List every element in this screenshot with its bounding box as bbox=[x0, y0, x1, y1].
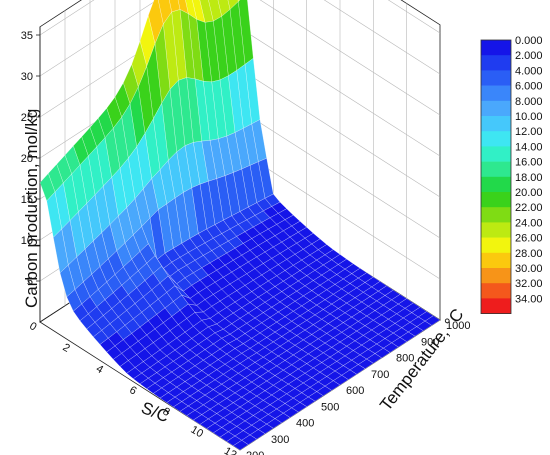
legend-swatch bbox=[481, 192, 511, 208]
y-tick-label: 200 bbox=[246, 450, 264, 455]
z-axis-title: Carbon production, mol/kg bbox=[22, 109, 41, 308]
y-tick-label: 800 bbox=[396, 353, 414, 365]
x-tick-label: 6 bbox=[127, 384, 138, 397]
y-tick-label: 600 bbox=[346, 385, 364, 397]
z-tick-label: 15 bbox=[21, 194, 33, 206]
legend-swatch bbox=[481, 237, 511, 254]
legend-level-label: 32.00 bbox=[515, 278, 543, 290]
legend-level-label: 16.00 bbox=[515, 157, 543, 169]
legend-swatch bbox=[481, 283, 511, 299]
x-tick-label: 2 bbox=[61, 341, 72, 354]
legend-swatch bbox=[481, 298, 511, 314]
legend-level-label: 24.00 bbox=[515, 217, 543, 229]
x-tick-label: 12 bbox=[222, 445, 239, 455]
legend-level-label: 26.00 bbox=[515, 233, 543, 245]
surface-plot bbox=[39, 0, 441, 451]
legend-level-label: 20.00 bbox=[515, 187, 543, 199]
legend-level-label: 22.00 bbox=[515, 202, 543, 214]
color-legend: 0.000 2.000 4.000 6.000 8.000 10.00 12.00 14.00… bbox=[480, 35, 543, 315]
legend-swatch bbox=[481, 100, 511, 117]
y-tick-label: 1000 bbox=[446, 320, 470, 332]
legend-swatch bbox=[481, 268, 511, 284]
legend-swatch bbox=[481, 222, 511, 238]
z-tick-label: 25 bbox=[21, 112, 33, 124]
legend-swatch bbox=[481, 252, 511, 269]
legend-level-label: 0.000 bbox=[515, 35, 543, 47]
legend-swatch bbox=[481, 131, 511, 147]
axis-ticks: 5 10 15 20 25 30 35 0 2 4 6 8 10 12 200 300 400 500 600 700… bbox=[21, 30, 471, 455]
y-tick-label: 900 bbox=[421, 336, 439, 348]
legend-level-label: 6.000 bbox=[515, 81, 543, 93]
legend-swatch bbox=[481, 176, 511, 193]
legend-level-label: 2.000 bbox=[515, 50, 543, 62]
legend-level-label: 18.00 bbox=[515, 172, 543, 184]
surface-patch bbox=[232, 440, 249, 451]
legend-swatch bbox=[481, 70, 511, 86]
y-tick-label: 400 bbox=[296, 418, 314, 430]
z-tick-label: 20 bbox=[21, 153, 33, 165]
legend-level-label: 14.00 bbox=[515, 141, 543, 153]
z-tick-label: 5 bbox=[27, 276, 33, 288]
x-tick-label: 0 bbox=[27, 320, 38, 333]
legend-level-label: 12.00 bbox=[515, 126, 543, 138]
legend-level-label: 4.000 bbox=[515, 65, 543, 77]
legend-swatch bbox=[481, 116, 511, 132]
legend-level-label: 30.00 bbox=[515, 263, 543, 275]
x-tick-label: 10 bbox=[189, 424, 206, 441]
y-tick-label: 500 bbox=[321, 401, 339, 413]
legend-level-label: 28.00 bbox=[515, 248, 543, 260]
x-tick-label: 4 bbox=[94, 363, 105, 376]
y-tick-label: 300 bbox=[271, 434, 289, 446]
legend-swatch bbox=[481, 161, 511, 178]
legend-level-label: 8.000 bbox=[515, 96, 543, 108]
z-tick-label: 35 bbox=[21, 30, 33, 42]
z-tick-label: 10 bbox=[21, 235, 33, 247]
legend-level-label: 34.00 bbox=[515, 293, 543, 305]
legend-swatch bbox=[481, 85, 511, 102]
legend-frame bbox=[480, 39, 512, 315]
y-tick-label: 700 bbox=[371, 369, 389, 381]
legend-swatch bbox=[481, 40, 511, 56]
legend-level-label: 10.00 bbox=[515, 111, 543, 123]
legend-swatch bbox=[481, 207, 511, 223]
z-tick-label: 30 bbox=[21, 71, 33, 83]
legend-swatch bbox=[481, 146, 511, 162]
legend-swatch bbox=[481, 55, 511, 71]
x-tick-label: 8 bbox=[161, 405, 172, 418]
